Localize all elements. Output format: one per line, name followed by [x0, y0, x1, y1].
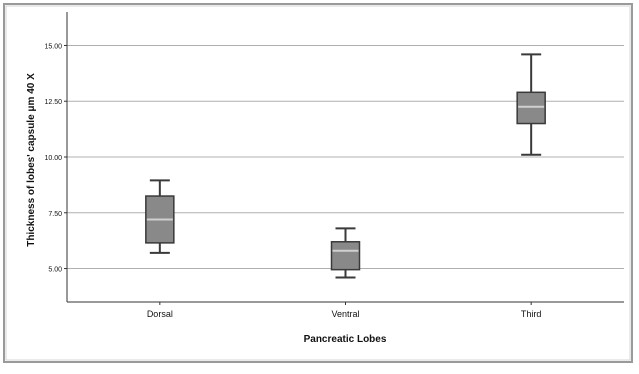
box-group-ventral: [330, 227, 361, 279]
x-tick-label: Dorsal: [147, 309, 173, 319]
box-group-third: [516, 53, 546, 156]
y-tick-label: 7.50: [48, 211, 62, 218]
inner-frame: [5, 5, 631, 361]
box-layer: [145, 53, 546, 279]
x-tick-label: Ventral: [331, 309, 359, 319]
x-tick-label: Third: [521, 309, 542, 319]
box-group-dorsal: [145, 179, 175, 254]
y-tick-label: 5.00: [48, 267, 62, 274]
iqr-box: [516, 91, 546, 125]
iqr-box: [330, 241, 361, 271]
y-axis-title: Thickness of lobes' capsule μm 40 X: [26, 73, 37, 247]
y-tick-label: 10.00: [44, 155, 62, 162]
axis-layer: 5.00 7.50 10.00 12.50 15.00 Dorsal Ventral Thir…: [44, 12, 624, 319]
y-tick-label: 15.00: [44, 43, 62, 50]
y-tick-label: 12.50: [44, 99, 62, 106]
x-axis-title: Pancreatic Lobes: [304, 334, 387, 345]
